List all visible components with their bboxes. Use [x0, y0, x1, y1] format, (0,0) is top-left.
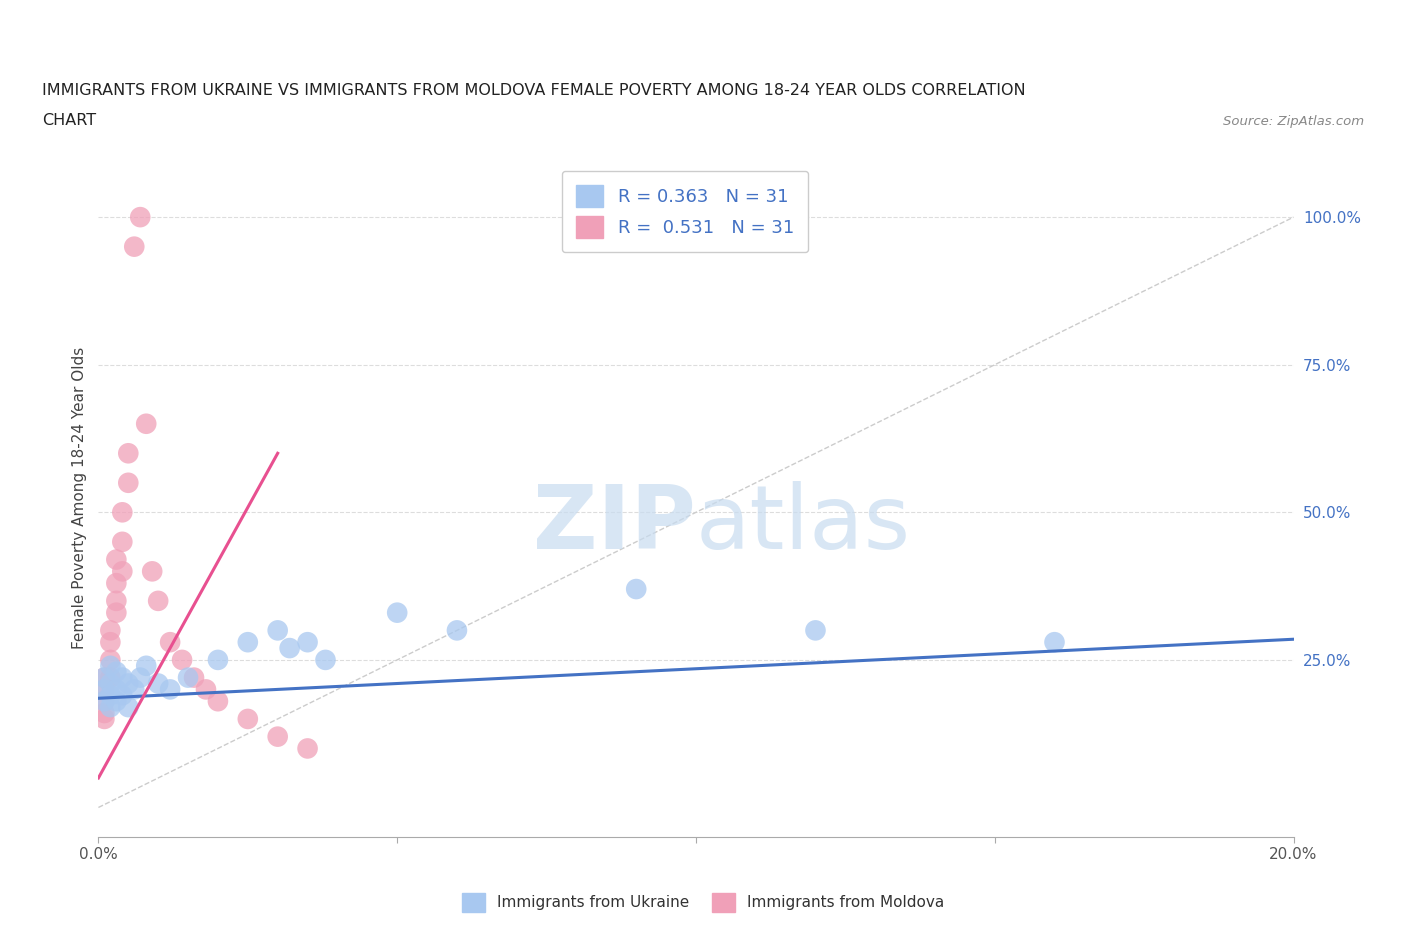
Point — [105, 682, 128, 697]
Point — [105, 605, 128, 620]
Point — [105, 552, 128, 567]
Point — [385, 605, 409, 620]
Point — [105, 593, 128, 608]
Point — [236, 711, 259, 726]
Point — [207, 694, 229, 709]
Point — [135, 658, 157, 673]
Point — [124, 239, 146, 254]
Point — [100, 676, 122, 691]
Point — [93, 671, 115, 685]
Text: CHART: CHART — [42, 113, 96, 128]
Point — [297, 635, 319, 650]
Text: ZIP: ZIP — [533, 481, 696, 568]
Point — [111, 671, 134, 685]
Point — [100, 623, 122, 638]
Point — [111, 505, 134, 520]
Point — [117, 445, 139, 460]
Point — [159, 682, 181, 697]
Text: IMMIGRANTS FROM UKRAINE VS IMMIGRANTS FROM MOLDOVA FEMALE POVERTY AMONG 18-24 YE: IMMIGRANTS FROM UKRAINE VS IMMIGRANTS FR… — [42, 83, 1026, 98]
Point — [129, 209, 152, 224]
Point — [111, 535, 134, 550]
Point — [105, 694, 128, 709]
Point — [100, 699, 122, 714]
Y-axis label: Female Poverty Among 18-24 Year Olds: Female Poverty Among 18-24 Year Olds — [72, 347, 87, 649]
Point — [236, 635, 259, 650]
Point — [93, 711, 115, 726]
Point — [159, 635, 181, 650]
Point — [93, 694, 115, 709]
Point — [111, 564, 134, 578]
Point — [93, 682, 115, 697]
Point — [177, 671, 200, 685]
Point — [93, 682, 115, 697]
Point — [148, 676, 170, 691]
Point — [148, 593, 170, 608]
Point — [100, 635, 122, 650]
Point — [135, 417, 157, 432]
Point — [117, 699, 139, 714]
Point — [100, 653, 122, 668]
Point — [315, 653, 337, 668]
Point — [100, 658, 122, 673]
Point — [207, 653, 229, 668]
Point — [267, 623, 290, 638]
Point — [172, 653, 194, 668]
Point — [183, 671, 205, 685]
Point — [267, 729, 290, 744]
Point — [100, 671, 122, 685]
Point — [129, 671, 152, 685]
Point — [117, 475, 139, 490]
Legend: Immigrants from Ukraine, Immigrants from Moldova: Immigrants from Ukraine, Immigrants from… — [456, 887, 950, 918]
Legend: R = 0.363   N = 31, R =  0.531   N = 31: R = 0.363 N = 31, R = 0.531 N = 31 — [561, 170, 808, 252]
Point — [105, 664, 128, 679]
Point — [111, 688, 134, 703]
Point — [93, 694, 115, 709]
Point — [141, 564, 163, 578]
Text: atlas: atlas — [696, 481, 911, 568]
Point — [93, 671, 115, 685]
Point — [105, 576, 128, 591]
Point — [117, 676, 139, 691]
Text: Source: ZipAtlas.com: Source: ZipAtlas.com — [1223, 115, 1364, 128]
Point — [100, 688, 122, 703]
Point — [1043, 635, 1066, 650]
Point — [297, 741, 319, 756]
Point — [446, 623, 468, 638]
Point — [195, 682, 218, 697]
Point — [124, 682, 146, 697]
Point — [278, 641, 301, 656]
Point — [93, 706, 115, 721]
Point — [626, 581, 648, 596]
Point — [804, 623, 827, 638]
